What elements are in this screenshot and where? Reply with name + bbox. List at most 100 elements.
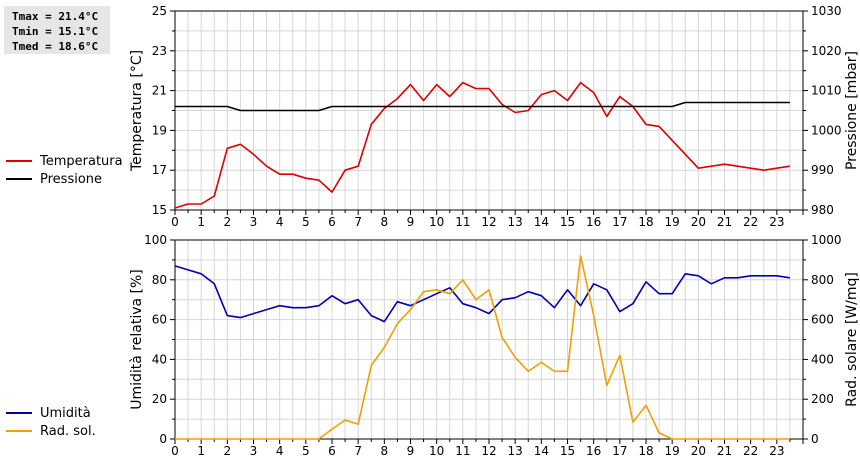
legend-swatch-temperatura [6, 160, 32, 162]
x-tick-label: 17 [612, 444, 627, 458]
legend-item-pressione: Pressione [6, 170, 123, 188]
x-tick-label: 8 [381, 444, 389, 458]
x-tick-label: 1 [197, 444, 205, 458]
legend-item-radsol: Rad. sol. [6, 422, 96, 440]
y2-tick-label: 1010 [811, 84, 842, 98]
series-line-umidit [174, 265, 791, 323]
y-tick-label: 25 [152, 4, 167, 18]
legend-swatch-radsol [6, 430, 32, 432]
y-tick-label: 60 [152, 313, 167, 327]
y2-tick-label: 0 [811, 432, 819, 446]
x-tick-label: 14 [534, 215, 549, 229]
y-tick-label: 21 [152, 84, 167, 98]
x-tick-label: 8 [381, 215, 389, 229]
x-tick-label: 9 [407, 444, 415, 458]
x-tick-label: 22 [743, 444, 758, 458]
tmax-text: Tmax = 21.4°C [12, 10, 99, 23]
legend-swatch-umidita [6, 412, 32, 414]
x-tick-label: 7 [354, 215, 362, 229]
y2-tick-label: 600 [811, 313, 834, 327]
x-tick-label: 20 [691, 444, 706, 458]
x-tick-label: 23 [769, 444, 784, 458]
legend-label-umidita: Umidità [40, 405, 91, 421]
y2-axis-label: Rad. solare [W/mq] [844, 272, 860, 407]
x-tick-label: 2 [224, 444, 232, 458]
x-tick-label: 9 [407, 215, 415, 229]
x-tick-label: 3 [250, 444, 258, 458]
x-tick-label: 2 [224, 215, 232, 229]
x-tick-label: 13 [508, 215, 523, 229]
x-tick-label: 13 [508, 444, 523, 458]
legend-bottom: Umidità Rad. sol. [6, 404, 96, 440]
y-axis-label: Temperatura [°C] [129, 50, 145, 172]
x-tick-label: 12 [481, 444, 496, 458]
x-tick-label: 16 [586, 215, 601, 229]
legend-label-radsol: Rad. sol. [40, 423, 96, 439]
y-axis-label: Umidità relativa [%] [129, 269, 145, 410]
y2-axis-label: Pressione [mbar] [844, 51, 860, 170]
x-tick-label: 14 [534, 444, 549, 458]
y2-tick-label: 200 [811, 392, 834, 406]
x-tick-label: 0 [171, 215, 179, 229]
x-tick-label: 10 [429, 444, 444, 458]
chart-panel-1: 0 1 2 3 4 5 6 7 8 9 10 11 12 13 14 15 16 17 18 19 20 21 22 2302… [129, 233, 860, 458]
plot-frame [174, 10, 804, 211]
x-tick-label: 11 [455, 215, 470, 229]
x-tick-label: 11 [455, 444, 470, 458]
legend-item-umidita: Umidità [6, 404, 96, 422]
y2-tick-label: 1030 [811, 4, 842, 18]
tmin-text: Tmin = 15.1°C [12, 25, 99, 38]
x-tick-label: 21 [717, 215, 732, 229]
x-tick-label: 15 [560, 444, 575, 458]
x-tick-label: 0 [171, 444, 179, 458]
x-tick-label: 4 [276, 215, 284, 229]
tmed-text: Tmed = 18.6°C [12, 40, 99, 53]
x-tick-label: 20 [691, 215, 706, 229]
x-tick-label: 19 [665, 215, 680, 229]
y-tick-label: 0 [159, 432, 167, 446]
y2-tick-label: 1000 [811, 123, 842, 137]
y-tick-label: 23 [152, 44, 167, 58]
series-line-rad-sol [175, 255, 790, 440]
x-tick-label: 4 [276, 444, 284, 458]
x-tick-label: 5 [302, 444, 310, 458]
x-tick-label: 3 [250, 215, 258, 229]
chart-panel-0: 0 1 2 3 4 5 6 7 8 9 10 11 12 13 14 15 16 17 18 19 20 21 22 2315… [129, 4, 860, 229]
x-tick-label: 16 [586, 444, 601, 458]
x-tick-label: 17 [612, 215, 627, 229]
x-tick-label: 21 [717, 444, 732, 458]
stats-box: Tmax = 21.4°C Tmin = 15.1°C Tmed = 18.6°… [4, 6, 110, 54]
x-tick-label: 23 [769, 215, 784, 229]
y-tick-label: 15 [152, 203, 167, 217]
y-tick-label: 40 [152, 352, 167, 366]
legend-swatch-pressione [6, 178, 32, 180]
legend-label-pressione: Pressione [40, 171, 103, 187]
series-line-temperatura [174, 81, 791, 209]
plot-frame [174, 239, 804, 440]
y-tick-label: 17 [152, 163, 167, 177]
legend-item-temperatura: Temperatura [6, 152, 123, 170]
x-tick-label: 5 [302, 215, 310, 229]
x-tick-label: 12 [481, 215, 496, 229]
y-tick-label: 80 [152, 273, 167, 287]
x-tick-label: 6 [328, 444, 336, 458]
y-tick-label: 19 [152, 123, 167, 137]
x-tick-label: 22 [743, 215, 758, 229]
y-tick-label: 100 [144, 233, 167, 247]
x-tick-label: 7 [354, 444, 362, 458]
x-tick-label: 18 [638, 215, 653, 229]
x-tick-label: 15 [560, 215, 575, 229]
y2-tick-label: 1020 [811, 44, 842, 58]
y2-tick-label: 1000 [811, 233, 842, 247]
y2-tick-label: 980 [811, 203, 834, 217]
legend-top: Temperatura Pressione [6, 152, 123, 188]
y2-tick-label: 990 [811, 163, 834, 177]
x-tick-label: 10 [429, 215, 444, 229]
legend-label-temperatura: Temperatura [40, 153, 123, 169]
y-tick-label: 20 [152, 392, 167, 406]
x-tick-label: 1 [197, 215, 205, 229]
x-tick-label: 18 [638, 444, 653, 458]
x-tick-label: 19 [665, 444, 680, 458]
y2-tick-label: 800 [811, 273, 834, 287]
